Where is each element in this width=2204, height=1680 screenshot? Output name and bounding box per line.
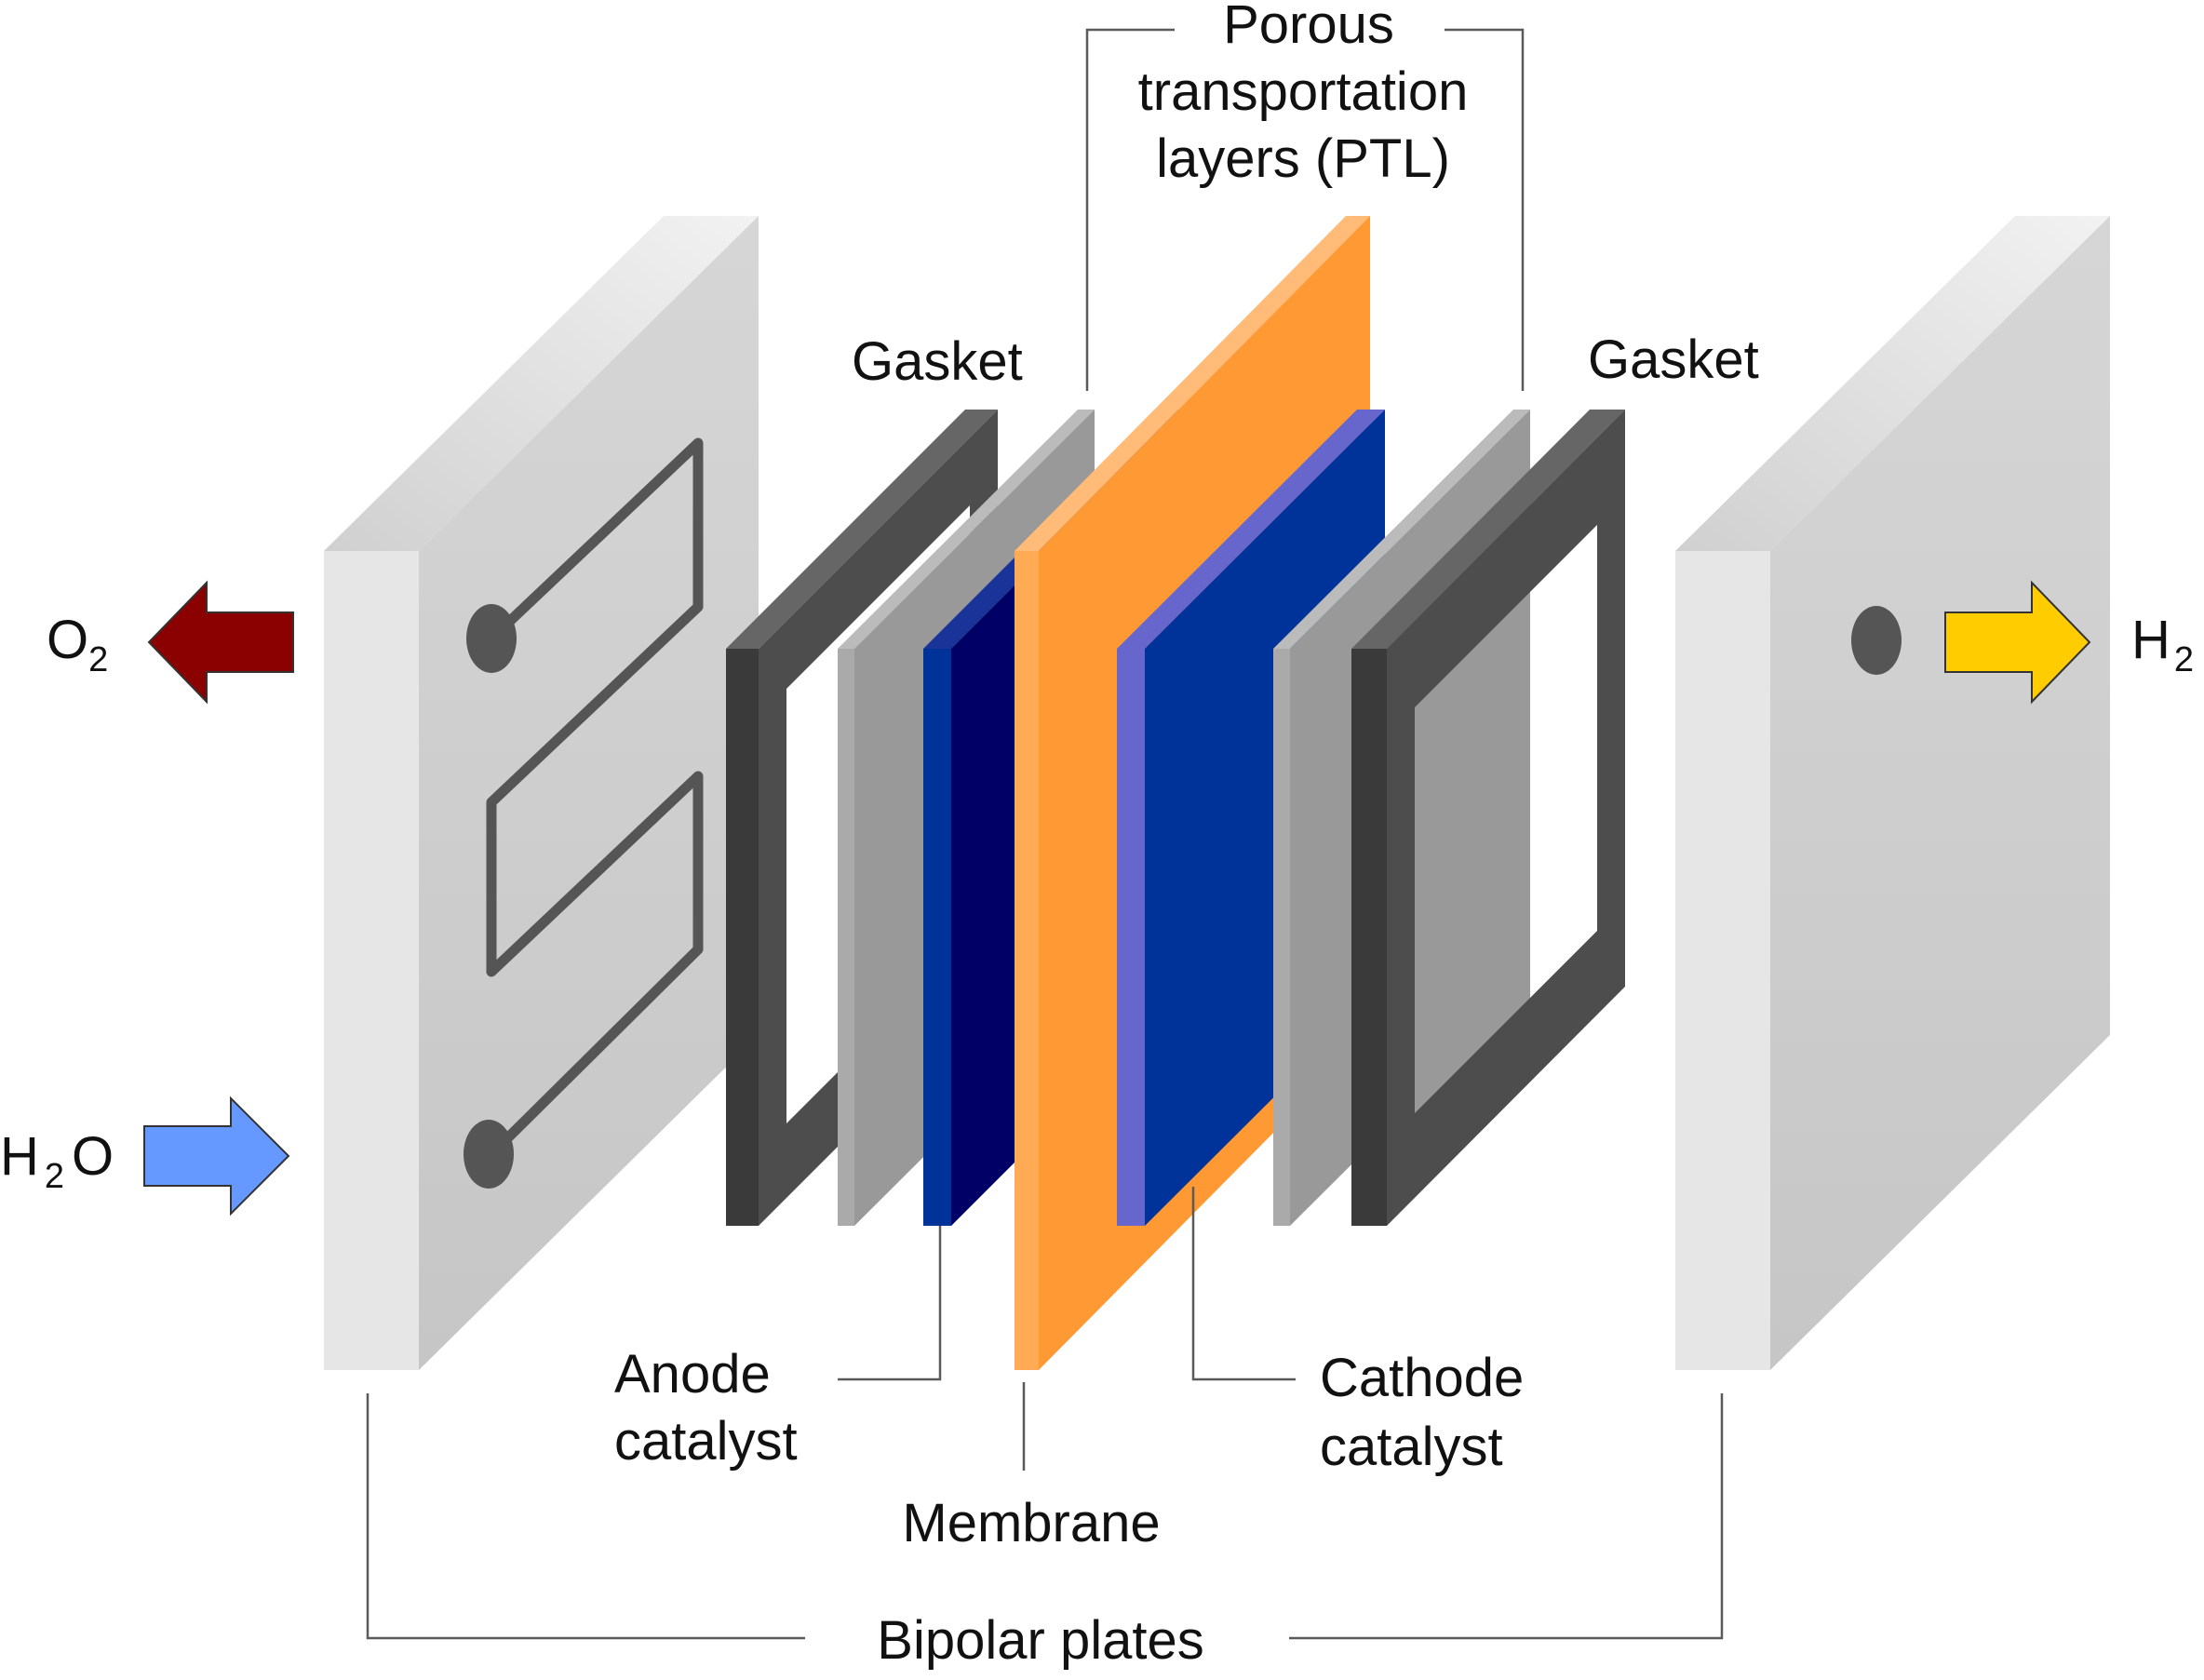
gasket-left-front xyxy=(726,649,759,1226)
anode-label-line1: Anode xyxy=(614,1344,771,1404)
inlet-port xyxy=(464,1120,514,1189)
gasket-right-front xyxy=(1351,649,1387,1226)
plate-left-front xyxy=(324,551,419,1370)
outlet-port xyxy=(466,604,517,673)
plate-left-face xyxy=(419,216,759,1370)
ptl-label-line1: Porous xyxy=(1223,0,1394,55)
h2-arrow-shape xyxy=(1944,580,2091,705)
membrane-front xyxy=(1015,551,1039,1370)
gasket-right-label: Gasket xyxy=(1588,329,1759,390)
anode-label-line2: catalyst xyxy=(614,1411,798,1472)
h2o-label-h: H xyxy=(0,1126,39,1187)
bipolar-plate-left xyxy=(324,216,759,1370)
o2-label: O2 xyxy=(47,610,108,679)
gasket-right-window-gap xyxy=(1530,525,1597,998)
h2o-label-o: O xyxy=(72,1126,114,1187)
bipolar-leader-right xyxy=(1289,1393,1724,1640)
gasket-right-side xyxy=(1351,410,1625,649)
plate-right-front xyxy=(1675,551,1770,1370)
flow-field-channel xyxy=(486,437,704,1158)
cathode-side xyxy=(1117,410,1385,649)
membrane-side xyxy=(1015,216,1370,551)
o2-label-sub: 2 xyxy=(88,640,108,679)
h2o-arrow xyxy=(143,1095,290,1216)
h2-outlet-port xyxy=(1851,606,1902,675)
gasket-left-label: Gasket xyxy=(852,331,1023,392)
ptl-left-front xyxy=(838,649,854,1226)
plate-right-face xyxy=(1770,216,2110,1370)
h2-label-sub: 2 xyxy=(2174,640,2194,679)
ptl-right-front xyxy=(1273,649,1290,1226)
o2-arrow xyxy=(147,580,294,705)
ptl-bracket-right xyxy=(1445,28,1525,391)
ptl-bracket xyxy=(1085,28,1175,391)
bipolar-plates-label: Bipolar plates xyxy=(877,1610,1203,1671)
gasket-left-side xyxy=(726,410,998,649)
anode-front xyxy=(923,649,951,1226)
ptl-left-side xyxy=(838,410,1095,649)
leader-lines xyxy=(366,28,1724,1640)
cathode-label-line2: catalyst xyxy=(1320,1417,1503,1477)
ptl-label-line2: transportation xyxy=(1138,61,1469,122)
ptl-label-line3: layers (PTL) xyxy=(1156,128,1450,189)
o2-arrow-shape xyxy=(147,580,294,705)
anode-leader xyxy=(838,1226,942,1381)
bipolar-leader-left xyxy=(366,1393,805,1640)
o2-label-main: O xyxy=(47,610,88,670)
membrane-label: Membrane xyxy=(902,1493,1160,1553)
cathode-front xyxy=(1117,649,1145,1226)
h2-label-main: H xyxy=(2131,610,2170,670)
h2-arrow xyxy=(1944,580,2091,705)
gasket-right xyxy=(1351,410,1625,1226)
cathode-label-line1: Cathode xyxy=(1320,1348,1524,1408)
plate-right-top xyxy=(1675,216,2110,551)
h2o-arrow-shape xyxy=(143,1095,290,1216)
plate-left-top xyxy=(324,216,759,551)
cathode-leader xyxy=(1191,1187,1296,1381)
bipolar-plate-right xyxy=(1675,216,2110,1370)
h2o-label-sub: 2 xyxy=(45,1157,64,1196)
ptl-right-side xyxy=(1273,410,1530,649)
